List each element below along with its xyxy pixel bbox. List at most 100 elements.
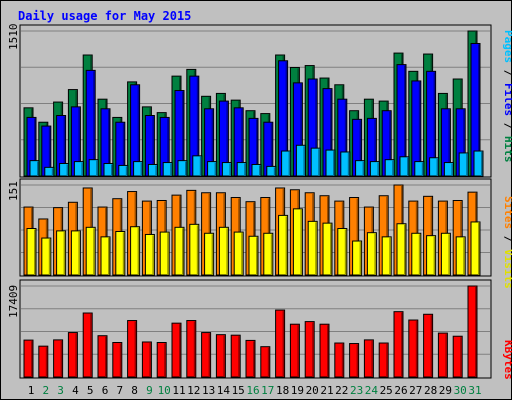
- middle-panel-bar-shade-sites-day-17: [270, 234, 273, 275]
- top-panel-bar-shade-pages-day-2: [51, 168, 54, 176]
- bottom-panel-bar-shade-kbytes-day-17: [267, 347, 270, 377]
- middle-panel-bar-shade-sites-day-11: [182, 228, 184, 275]
- bottom-panel-bar-kbytes-day-11: [171, 322, 182, 378]
- top-panel-bar-shade-pages-day-26: [407, 157, 409, 176]
- bottom-panel-bar-kbytes-day-28: [423, 313, 434, 378]
- top-panel-bar-shade-pages-day-4: [81, 162, 83, 176]
- top-panel: 1510 Pages / Files / Hits: [7, 24, 512, 178]
- bottom-panel-bar-shade-kbytes-day-18: [282, 311, 285, 377]
- middle-panel-bar-sites-day-5: [85, 226, 96, 276]
- bottom-panel-bar-shade-kbytes-day-15: [238, 336, 240, 377]
- bottom-panel-bar-shade-kbytes-day-28: [430, 315, 433, 377]
- middle-panel-ylabel: Sites / Visits: [502, 196, 512, 289]
- top-panel-bar-pages-day-17: [266, 165, 277, 177]
- middle-panel-bar-sites-day-26: [396, 223, 407, 276]
- top-panel-bar-shade-files-day-5: [93, 71, 95, 176]
- bottom-panel-bar-kbytes-day-9: [141, 341, 152, 378]
- top-panel-bar-shade-pages-day-30: [466, 153, 468, 176]
- bottom-panel-bar-shade-kbytes-day-27: [415, 321, 418, 377]
- middle-panel-bar-sites-day-30: [455, 236, 466, 276]
- top-panel-bar-shade-pages-day-16: [259, 165, 261, 176]
- top-panel-bar-shade-files-day-7: [122, 123, 125, 176]
- ylabel-sep-3: /: [502, 229, 512, 249]
- top-panel-bar-shade-files-day-25: [389, 111, 391, 176]
- middle-panel-bar-shade-visits-day-25: [386, 196, 388, 275]
- top-panel-bar-pages-day-2: [44, 166, 55, 177]
- top-panel-bar-shade-files-day-3: [63, 116, 66, 176]
- x-tick-label-day-22: 22: [335, 384, 348, 397]
- middle-panel: 151 Sites / Visits: [7, 178, 512, 289]
- x-tick-label-day-4: 4: [72, 384, 79, 397]
- bottom-panel-bar-kbytes-day-23: [349, 343, 360, 378]
- middle-panel-bar-shade-sites-day-29: [448, 234, 450, 275]
- top-panel-bar-shade-files-day-29: [448, 109, 450, 176]
- top-panel-bar-pages-day-22: [340, 151, 351, 177]
- x-tick-label-day-2: 2: [42, 384, 49, 397]
- top-panel-bar-shade-files-day-27: [418, 81, 421, 176]
- top-panel-bar-shade-files-day-13: [211, 109, 214, 176]
- bottom-panel-bar-kbytes-day-19: [289, 323, 300, 378]
- middle-panel-bar-shade-sites-day-6: [108, 237, 110, 275]
- x-tick-label-day-12: 12: [187, 384, 200, 397]
- top-panel-bar-pages-day-6: [103, 163, 114, 177]
- x-tick-label-day-9: 9: [146, 384, 153, 397]
- ylabel-files: Files: [502, 83, 512, 116]
- x-tick-label-day-23: 23: [350, 384, 363, 397]
- x-tick-label-day-3: 3: [57, 384, 64, 397]
- bottom-panel-bar-kbytes-day-21: [319, 323, 330, 378]
- bottom-panel-bar-shade-kbytes-day-29: [445, 334, 447, 377]
- top-panel-bar-shade-files-day-14: [226, 102, 228, 176]
- x-tick-label-day-17: 17: [261, 384, 274, 397]
- top-panel-bar-shade-pages-day-24: [377, 162, 379, 176]
- bottom-panel-bar-shade-kbytes-day-4: [75, 333, 77, 377]
- top-panel-bar-pages-day-16: [251, 163, 262, 177]
- bottom-panel-bar-kbytes-day-8: [127, 320, 138, 378]
- middle-panel-bar-shade-sites-day-5: [93, 228, 95, 275]
- ylabel-sites: Sites: [502, 196, 512, 229]
- bottom-panel-bar-kbytes-day-15: [230, 334, 241, 378]
- middle-panel-bar-sites-day-21: [322, 222, 333, 276]
- ylabel-pages: Pages: [502, 30, 512, 63]
- middle-panel-bar-sites-day-1: [26, 228, 37, 276]
- top-panel-bar-pages-day-21: [325, 149, 336, 177]
- middle-panel-bar-shade-sites-day-10: [167, 233, 169, 275]
- middle-panel-bar-shade-sites-day-19: [300, 209, 302, 275]
- top-panel-bar-pages-day-19: [295, 144, 306, 177]
- top-panel-bar-shade-files-day-1: [34, 118, 36, 176]
- middle-panel-bar-shade-visits-day-23: [356, 198, 359, 275]
- bottom-panel-bar-kbytes-day-25: [378, 342, 389, 378]
- top-panel-bar-shade-files-day-17: [270, 123, 273, 176]
- x-tick-label-day-28: 28: [424, 384, 437, 397]
- top-panel-bar-pages-day-30: [458, 152, 469, 177]
- middle-panel-bar-shade-sites-day-14: [226, 228, 228, 275]
- middle-panel-bar-sites-day-17: [263, 232, 274, 276]
- x-tick-label-day-10: 10: [158, 384, 171, 397]
- top-panel-bar-pages-day-14: [221, 162, 232, 177]
- top-panel-bar-shade-pages-day-29: [451, 163, 453, 176]
- middle-panel-bar-sites-day-24: [366, 232, 377, 276]
- x-tick-label-day-7: 7: [116, 384, 123, 397]
- top-panel-bar-pages-day-27: [414, 161, 425, 177]
- x-tick-label-day-30: 30: [454, 384, 467, 397]
- middle-panel-bar-shade-sites-day-16: [256, 237, 258, 275]
- bottom-panel-bar-kbytes-day-13: [201, 332, 212, 378]
- bottom-panel: 17409 KBytes: [7, 279, 512, 380]
- middle-panel-bar-shade-sites-day-22: [344, 229, 347, 275]
- x-tick-label-day-25: 25: [380, 384, 393, 397]
- top-panel-bar-shade-pages-day-14: [229, 163, 231, 176]
- bottom-panel-bar-shade-kbytes-day-26: [401, 312, 403, 377]
- middle-panel-bar-shade-sites-day-2: [48, 239, 51, 275]
- top-panel-bar-shade-files-day-10: [167, 118, 169, 176]
- top-panel-bar-pages-day-15: [236, 162, 247, 177]
- middle-panel-bar-shade-sites-day-18: [285, 216, 288, 275]
- x-tick-label-day-14: 14: [217, 384, 231, 397]
- top-panel-bar-shade-pages-day-6: [111, 164, 113, 176]
- x-tick-label-day-18: 18: [276, 384, 289, 397]
- middle-panel-bar-shade-sites-day-4: [78, 231, 80, 275]
- middle-panel-bar-shade-sites-day-13: [211, 234, 214, 275]
- x-tick-label-day-11: 11: [172, 384, 185, 397]
- ylabel-sep-1: /: [502, 63, 512, 83]
- ylabel-visits: Visits: [502, 249, 512, 289]
- top-panel-bars: [23, 30, 484, 177]
- bottom-panel-ylabel: KBytes: [502, 340, 512, 380]
